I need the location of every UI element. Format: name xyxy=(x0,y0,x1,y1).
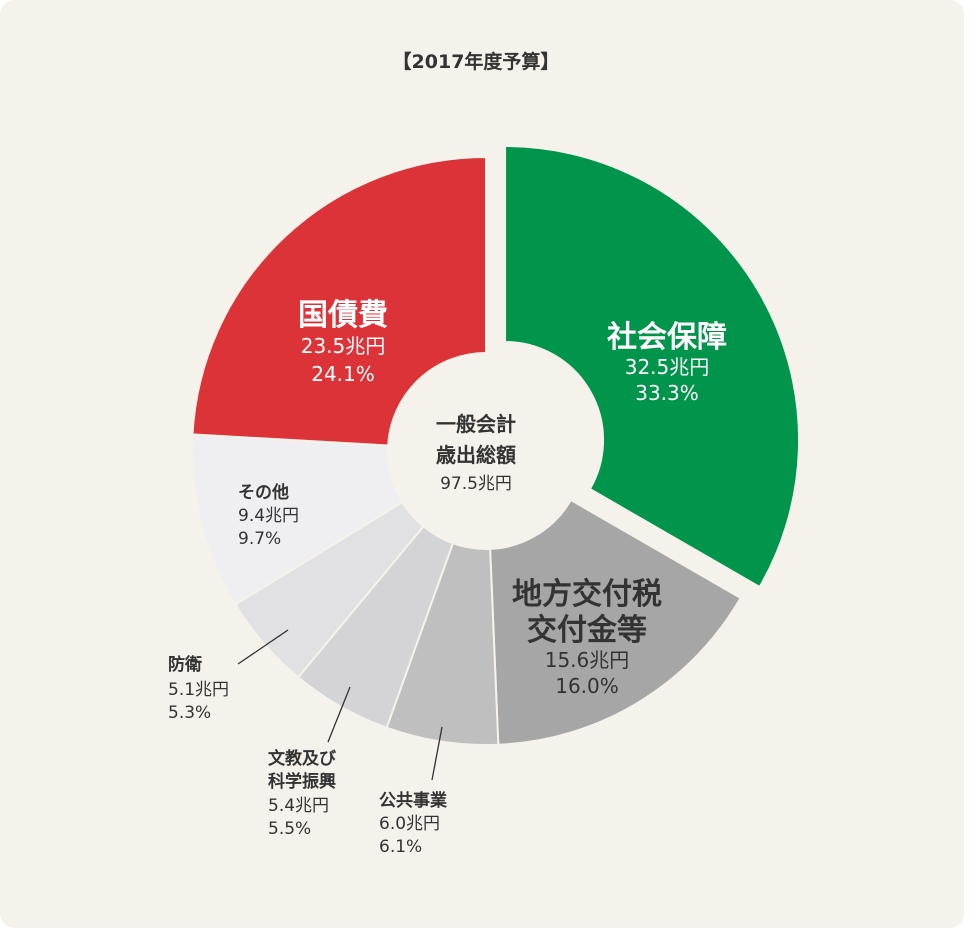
slice-label-public-works-percent: 6.1% xyxy=(379,837,422,857)
slice-label-other-percent: 9.7% xyxy=(238,529,281,549)
slice-label-other-name: その他 xyxy=(238,482,289,503)
leader-line-education xyxy=(327,686,351,743)
slice-label-local-allocation-percent: 16.0% xyxy=(555,674,619,698)
leader-line-public-works xyxy=(431,726,443,781)
slice-label-social-security-name: 社会保障 xyxy=(607,320,727,355)
slice-label-education-name1: 文教及び xyxy=(268,748,336,769)
slice-label-defense-amount: 5.1兆円 xyxy=(168,680,229,700)
slice-label-defense-name: 防衛 xyxy=(168,654,202,675)
slice-label-education-amount: 5.4兆円 xyxy=(268,796,329,816)
center-total-value: 97.5兆円 xyxy=(440,474,512,494)
slice-label-local-allocation-name1: 地方交付税 xyxy=(512,577,662,612)
slice-label-education-percent: 5.5% xyxy=(268,819,311,839)
slice-label-social-security-amount: 32.5兆円 xyxy=(625,355,710,379)
leader-lines xyxy=(237,629,443,781)
center-label-line2: 歳出総額 xyxy=(436,443,516,467)
slice-label-local-allocation-name2: 交付金等 xyxy=(527,613,647,648)
slice-debt-service xyxy=(191,155,487,447)
slice-local-allocation xyxy=(489,498,742,746)
slice-label-local-allocation-amount: 15.6兆円 xyxy=(545,648,630,672)
slice-label-public-works-name: 公共事業 xyxy=(379,790,447,811)
chart-title: 【2017年度予算】 xyxy=(393,50,560,73)
slice-label-debt-amount: 23.5兆円 xyxy=(301,334,386,358)
leader-line-defense xyxy=(237,629,289,665)
slice-label-debt-percent: 24.1% xyxy=(311,362,375,386)
slice-label-debt-name: 国債費 xyxy=(298,298,388,333)
slice-label-defense-percent: 5.3% xyxy=(168,703,211,723)
slice-label-public-works-amount: 6.0兆円 xyxy=(379,814,440,834)
slice-label-social-security-percent: 33.3% xyxy=(635,381,699,405)
slice-label-other-amount: 9.4兆円 xyxy=(238,506,299,526)
slice-social-security xyxy=(504,144,801,589)
center-label-line1: 一般会計 xyxy=(436,412,516,436)
slice-other xyxy=(191,433,404,606)
slice-label-education-name2: 科学振興 xyxy=(268,771,336,792)
